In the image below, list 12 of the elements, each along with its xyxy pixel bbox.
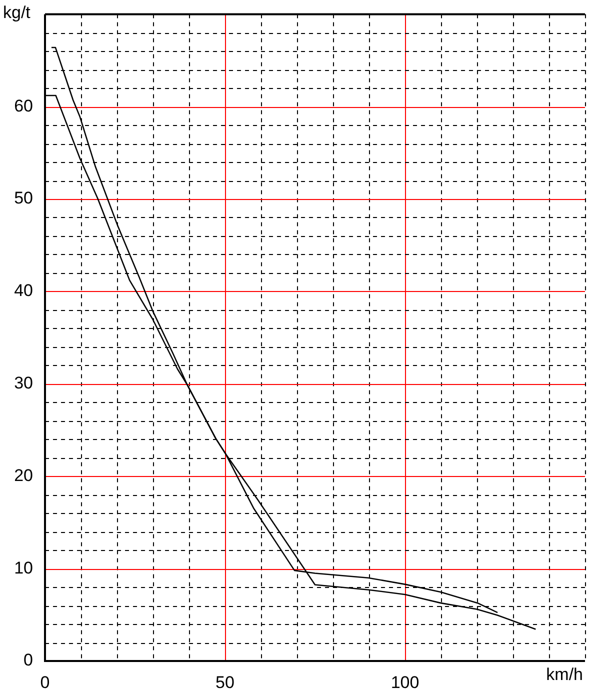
x-axis-title: km/h xyxy=(546,665,583,684)
y-tick-label: 10 xyxy=(14,558,33,578)
y-tick-label: 30 xyxy=(14,373,33,392)
y-tick-label: 50 xyxy=(14,188,33,208)
y-tick-label: 40 xyxy=(14,281,33,300)
y-tick-label: 60 xyxy=(14,96,33,116)
x-tick-label: 100 xyxy=(390,672,420,690)
x-tick-label: 50 xyxy=(216,672,234,690)
y-tick-label: 20 xyxy=(14,466,33,485)
y-axis-title: kg/t xyxy=(3,3,31,22)
x-tick-label: 0 xyxy=(40,672,50,690)
y-tick-label: 0 xyxy=(24,650,33,670)
